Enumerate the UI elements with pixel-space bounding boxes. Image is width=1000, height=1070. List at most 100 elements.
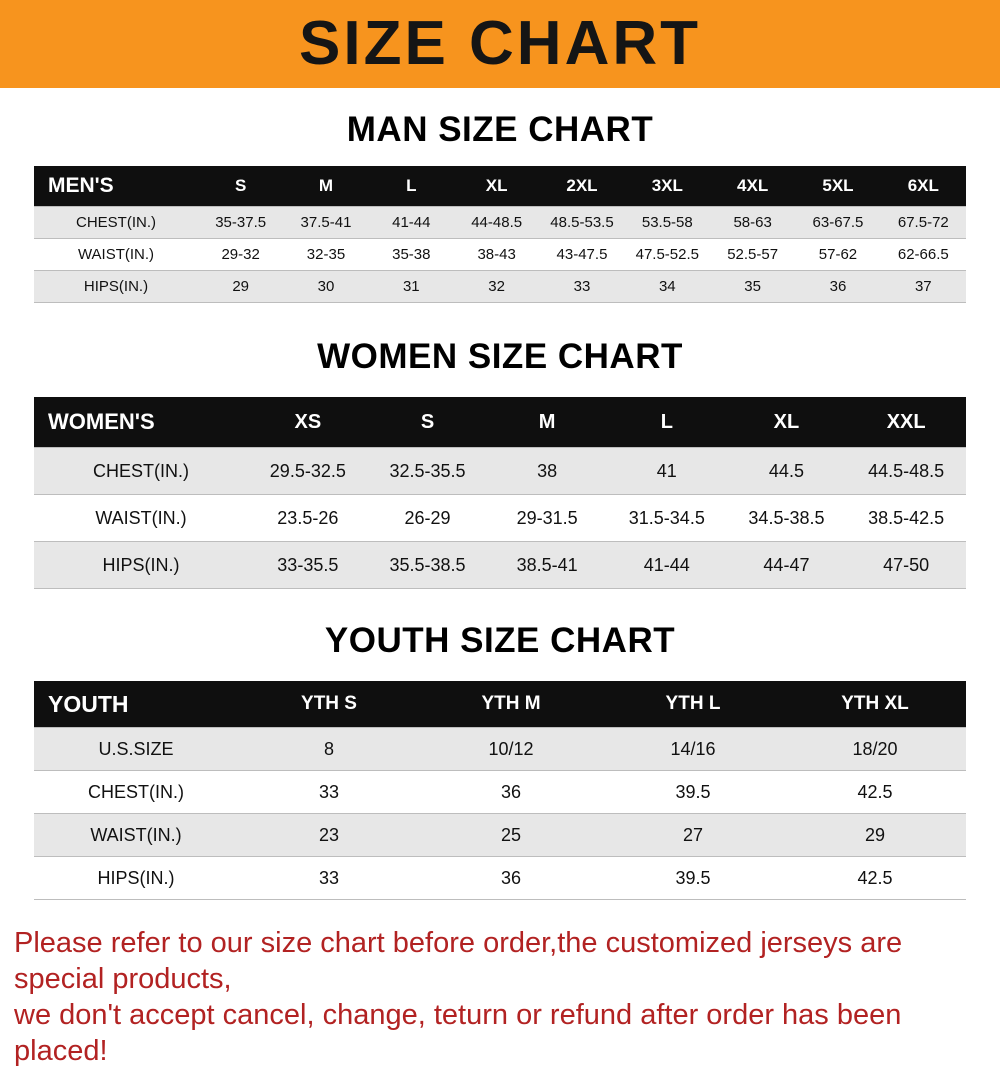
men-table-row: HIPS(IN.) 29 30 31 32 33 34 35 36 37 (34, 270, 966, 303)
men-value-cell: 57-62 (818, 246, 858, 263)
youth-size-table: YOUTH YTH S YTH M YTH L YTH XL U.S.SIZE 8 10/12… (34, 681, 966, 900)
women-size-header: XL (726, 397, 847, 448)
men-value-cell: 35-38 (392, 246, 431, 263)
men-value-cell: 41-44 (392, 214, 431, 231)
men-size-header: 2XL (539, 166, 625, 207)
women-value-cell: 41 (656, 460, 677, 481)
men-value-cell: 52.5-57 (727, 246, 779, 263)
men-table-title: MEN'S (34, 166, 198, 207)
women-size-header: XS (248, 397, 368, 448)
youth-value-cell: 18/20 (852, 738, 898, 759)
women-size-header: XXL (846, 397, 966, 448)
youth-table-row: HIPS(IN.) 33 36 39.5 42.5 (34, 856, 966, 900)
size-chart-banner: SIZE CHART (0, 0, 1000, 88)
men-size-header: 3XL (624, 166, 710, 207)
youth-size-header: YTH S (238, 681, 420, 728)
men-size-header: 5XL (795, 166, 881, 207)
women-header-row: WOMEN'S XS S M L XL XXL (34, 397, 966, 448)
youth-value-cell: 39.5 (675, 781, 711, 802)
youth-value-cell: 42.5 (857, 867, 893, 888)
women-value-cell: 26-29 (404, 507, 451, 528)
youth-value-cell: 36 (500, 867, 522, 888)
men-value-cell: 58-63 (733, 214, 772, 231)
men-value-cell: 38-43 (477, 246, 516, 263)
youth-size-header: YTH XL (784, 681, 966, 728)
men-row-label: WAIST(IN.) (77, 246, 155, 263)
men-value-cell: 47.5-52.5 (635, 246, 699, 263)
men-value-cell: 63-67.5 (812, 214, 864, 231)
youth-value-cell: 29 (864, 824, 886, 845)
men-value-cell: 43-47.5 (556, 246, 608, 263)
mens-size-table: MEN'S S M L XL 2XL 3XL 4XL 5XL 6XL CHEST(IN.) 35-37… (34, 166, 966, 303)
men-value-cell: 34 (658, 278, 676, 295)
women-value-cell: 33-35.5 (277, 554, 339, 575)
men-size-header: 4XL (709, 166, 796, 207)
women-table-row: WAIST(IN.) 23.5-26 26-29 29-31.5 31.5-34.5 34… (34, 494, 966, 542)
women-value-cell: 23.5-26 (277, 507, 339, 528)
women-table-row: HIPS(IN.) 33-35.5 35.5-38.5 38.5-41 41-44 44-… (34, 541, 966, 589)
men-table-row: CHEST(IN.) 35-37.5 37.5-41 41-44 44-48.5 48.5… (34, 206, 966, 239)
men-row-label: HIPS(IN.) (83, 278, 149, 295)
men-value-cell: 62-66.5 (897, 246, 949, 263)
men-value-cell: 35-37.5 (215, 214, 267, 231)
men-table-row: WAIST(IN.) 29-32 32-35 35-38 38-43 43-47.5 47.… (34, 238, 966, 271)
women-value-cell: 44.5 (768, 460, 804, 481)
women-size-header: M (487, 397, 607, 448)
youth-value-cell: 8 (323, 738, 334, 759)
youth-value-cell: 14/16 (670, 738, 716, 759)
men-value-cell: 67.5-72 (897, 214, 949, 231)
youth-value-cell: 36 (500, 781, 522, 802)
youth-value-cell: 10/12 (488, 738, 534, 759)
youth-table-row: CHEST(IN.) 33 36 39.5 42.5 (34, 770, 966, 814)
youth-value-cell: 33 (318, 781, 340, 802)
youth-row-label: U.S.SIZE (98, 738, 174, 759)
women-value-cell: 38.5-42.5 (868, 507, 945, 528)
note-text: Please refer to our size chart before or… (14, 926, 986, 1070)
men-value-cell: 31 (402, 278, 420, 295)
women-value-cell: 44-47 (763, 554, 810, 575)
women-value-cell: 47-50 (883, 554, 930, 575)
youth-table-row: WAIST(IN.) 23 25 27 29 (34, 813, 966, 857)
youth-value-cell: 23 (318, 824, 340, 845)
men-value-cell: 29-32 (221, 246, 260, 263)
men-size-header: M (283, 166, 369, 207)
women-row-label: CHEST(IN.) (93, 460, 189, 481)
men-value-cell: 32-35 (306, 246, 346, 263)
men-value-cell: 32 (488, 278, 505, 295)
youth-size-header: YTH L (602, 681, 784, 728)
women-table-row: CHEST(IN.) 29.5-32.5 32.5-35.5 38 41 44.5 44.5… (34, 447, 966, 495)
women-size-header: L (606, 397, 727, 448)
youth-value-cell: 27 (682, 824, 704, 845)
women-value-cell: 31.5-34.5 (628, 507, 705, 528)
women-row-label: HIPS(IN.) (102, 554, 180, 575)
men-value-cell: 30 (317, 278, 335, 295)
women-value-cell: 29-31.5 (516, 507, 578, 528)
women-value-cell: 41-44 (643, 554, 690, 575)
women-value-cell: 38.5-41 (516, 554, 578, 575)
women-value-cell: 29.5-32.5 (269, 460, 346, 481)
youth-size-chart-heading: YOUTH SIZE CHART (324, 621, 676, 660)
men-value-cell: 33 (573, 278, 591, 295)
note-line-1: Please refer to our size chart before or… (14, 927, 903, 995)
men-size-header: S (198, 166, 284, 207)
men-size-header: XL (453, 166, 540, 207)
youth-row-label: HIPS(IN.) (97, 867, 175, 888)
men-value-cell: 37.5-41 (300, 214, 352, 231)
youth-row-label: CHEST(IN.) (88, 781, 184, 802)
women-value-cell: 32.5-35.5 (389, 460, 466, 481)
women-value-cell: 44.5-48.5 (868, 460, 945, 481)
youth-row-label: WAIST(IN.) (90, 824, 182, 845)
youth-value-cell: 25 (500, 824, 522, 845)
youth-header-row: YOUTH YTH S YTH M YTH L YTH XL (34, 681, 966, 728)
banner-title: SIZE CHART (299, 9, 701, 78)
men-value-cell: 36 (829, 278, 847, 295)
men-value-cell: 53.5-58 (641, 214, 693, 231)
youth-table-title: YOUTH (34, 681, 238, 728)
youth-value-cell: 42.5 (857, 781, 893, 802)
men-row-label: CHEST(IN.) (76, 214, 156, 231)
women-value-cell: 34.5-38.5 (748, 507, 825, 528)
women-size-chart-heading: WOMEN SIZE CHART (317, 337, 683, 376)
man-size-chart-heading: MAN SIZE CHART (346, 110, 654, 149)
note-line-2: we don't accept cancel, change, teturn o… (14, 998, 902, 1067)
youth-table-row: U.S.SIZE 8 10/12 14/16 18/20 (34, 727, 966, 771)
